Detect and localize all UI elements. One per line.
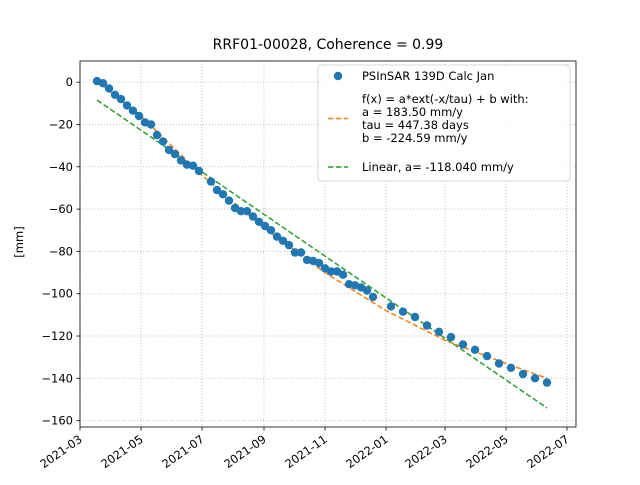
legend: PSInSAR 139D Calc Jan f(x) = a*ext(-x/tau…: [317, 64, 571, 182]
chart-title: RRF01-00028, Coherence = 0.99: [213, 37, 444, 53]
data-point: [542, 378, 552, 387]
y-tick-label: 0: [66, 75, 73, 89]
data-point: [410, 312, 420, 322]
legend-frame: [317, 64, 571, 182]
data-point: [170, 149, 180, 159]
data-point: [224, 196, 234, 205]
data-point: [338, 270, 348, 279]
data-point: [506, 363, 516, 372]
y-axis-label: [mm]: [12, 226, 26, 257]
data-point: [122, 101, 132, 110]
data-point: [422, 321, 432, 330]
data-point: [128, 106, 138, 115]
axes-frame: [79, 60, 577, 428]
data-point: [104, 84, 114, 93]
data-point: [188, 161, 198, 170]
data-point: [494, 359, 504, 368]
legend-label: tau = 447.38 days: [362, 118, 469, 132]
data-point: [242, 207, 252, 216]
data-point: [98, 79, 108, 88]
data-point: [296, 248, 306, 257]
legend-marker: [333, 71, 343, 81]
data-point: [290, 248, 300, 257]
legend-label: a = 183.50 mm/y: [362, 105, 463, 119]
y-tick-label: −140: [41, 371, 73, 385]
y-tick-label: −60: [49, 202, 73, 216]
data-point: [272, 232, 282, 241]
data-point: [530, 374, 540, 383]
legend-label: b = -224.59 mm/y: [362, 131, 468, 145]
data-point: [386, 302, 396, 311]
data-point: [212, 185, 222, 195]
data-point: [110, 90, 120, 100]
data-point: [434, 327, 444, 336]
data-point: [260, 221, 270, 231]
data-point: [236, 207, 246, 216]
data-point: [482, 351, 492, 361]
y-tick-label: −40: [49, 160, 73, 174]
data-point: [266, 226, 276, 235]
data-point: [362, 286, 372, 295]
legend-label: f(x) = a*ext(-x/tau) + b with:: [362, 92, 529, 106]
y-tick-label: −160: [41, 414, 73, 428]
data-point: [446, 332, 456, 342]
data-point: [278, 236, 288, 245]
data-point: [152, 130, 162, 140]
data-point: [518, 369, 528, 379]
data-point: [176, 156, 186, 165]
data-point: [134, 111, 144, 121]
data-point: [146, 120, 156, 129]
data-point: [164, 145, 174, 155]
legend-label: Linear, a= -118.040 mm/y: [362, 160, 514, 174]
data-point: [158, 137, 168, 146]
data-point: [470, 345, 480, 354]
y-tick-label: −80: [49, 244, 73, 258]
y-tick-label: −100: [41, 287, 73, 301]
y-tick-label: −20: [49, 117, 73, 131]
data-point: [368, 292, 378, 302]
data-point: [284, 240, 294, 250]
data-point: [248, 212, 258, 221]
y-tick-label: −120: [41, 329, 73, 343]
data-point: [218, 190, 228, 199]
data-point: [194, 166, 204, 176]
data-point: [458, 340, 468, 349]
data-point: [314, 258, 324, 268]
data-point: [326, 267, 336, 276]
data-point: [254, 217, 264, 226]
series-line-1: [96, 80, 548, 380]
data-point: [398, 307, 408, 316]
legend-label: PSInSAR 139D Calc Jan: [362, 69, 494, 83]
data-point: [206, 177, 216, 186]
data-point: [116, 94, 126, 104]
